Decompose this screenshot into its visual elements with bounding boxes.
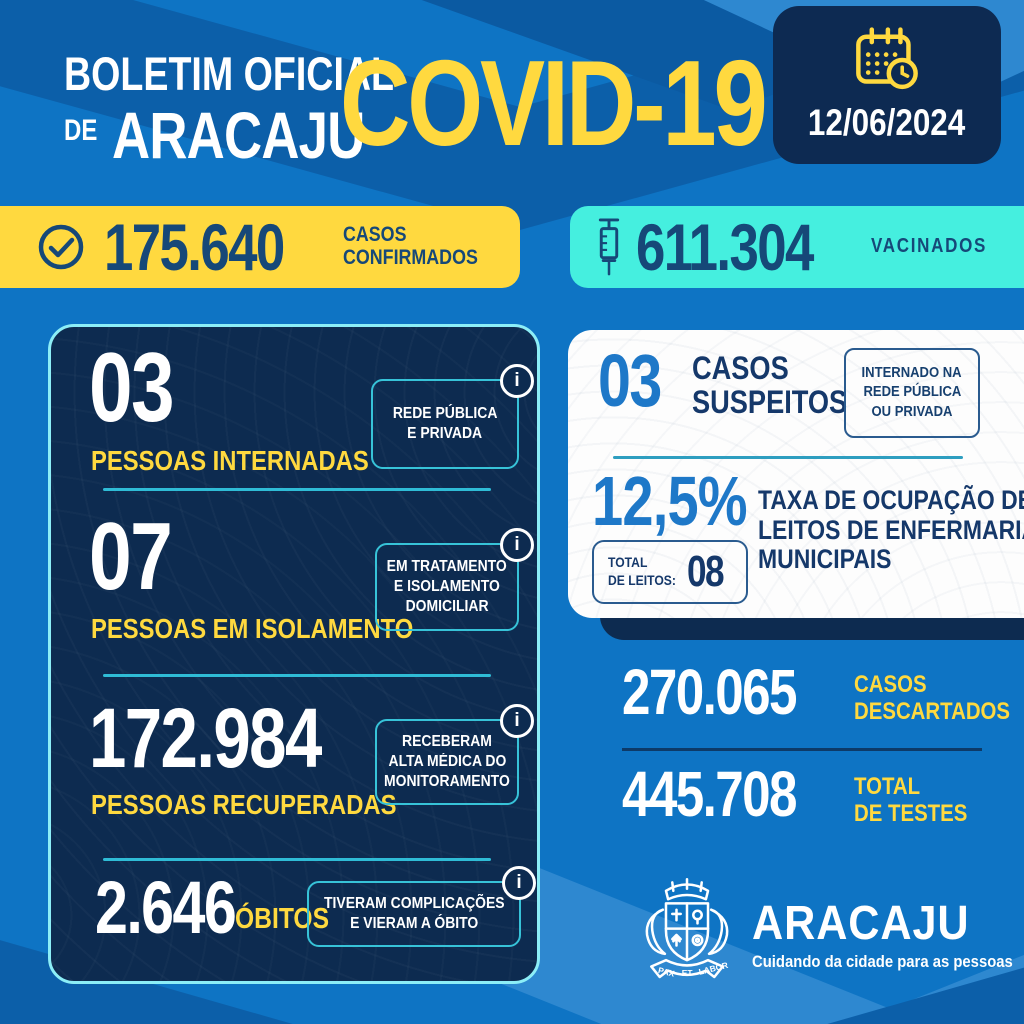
isolamento-note: i EM TRATAMENTO E ISOLAMENTO DOMICILIAR <box>375 528 534 631</box>
internadas-value: 03 <box>89 332 175 442</box>
confirmed-cases-label: CASOS CONFIRMADOS <box>342 223 478 269</box>
isolamento-value: 07 <box>89 503 173 610</box>
tests-label: TOTAL DE TESTES <box>854 773 968 827</box>
bulletin-title-line2: DE ARACAJU <box>64 97 477 173</box>
tests-value: 445.708 <box>622 758 797 830</box>
hospitalization-card: 03 PESSOAS INTERNADAS i REDE PÚBLICA E P… <box>48 324 540 984</box>
discarded-label: CASOS DESCARTADOS <box>854 671 1011 725</box>
header: BOLETIM OFICIAL DE ARACAJU <box>64 46 477 173</box>
confirmed-cases-banner: 175.640 CASOS CONFIRMADOS <box>0 206 520 288</box>
suspeitos-label: CASOS SUSPEITOS <box>692 350 848 420</box>
stats-divider <box>622 748 982 751</box>
crest-motto-pax: PAX <box>657 965 676 979</box>
check-circle-icon <box>38 224 84 270</box>
recuperadas-value: 172.984 <box>89 691 322 785</box>
footer-logo: PAX ET LABOR ARACAJU Cuidando da cidade … <box>634 874 1024 998</box>
card-divider <box>103 674 491 677</box>
internadas-note: i REDE PÚBLICA E PRIVADA <box>371 364 534 469</box>
suspects-card: 03 CASOS SUSPEITOS INTERNADO NA REDE PÚB… <box>568 330 1024 618</box>
footer-brand-block: ARACAJU Cuidando da cidade para as pesso… <box>752 896 1024 972</box>
info-icon: i <box>500 704 534 738</box>
info-icon: i <box>500 528 534 562</box>
white-card-divider <box>613 456 963 459</box>
vaccinated-label: VACINADOS <box>870 235 987 258</box>
card-divider <box>103 858 491 861</box>
recuperadas-note: i RECEBERAM ALTA MÉDICA DO MONITORAMENTO <box>375 704 534 805</box>
footer-tagline: Cuidando da cidade para as pessoas <box>752 953 1013 971</box>
confirmed-cases-value: 175.640 <box>104 209 285 284</box>
covid-title: COVID-19 <box>340 35 768 171</box>
crest-motto-et: ET <box>682 968 694 978</box>
total-beds-box: TOTAL DE LEITOS: 08 <box>592 540 748 604</box>
info-icon: i <box>500 364 534 398</box>
suspeitos-note: INTERNADO NA REDE PÚBLICA OU PRIVADA <box>844 348 980 438</box>
obitos-label: ÓBITOS <box>235 903 330 935</box>
bulletin-date: 12/06/2024 <box>808 102 966 143</box>
isolamento-label: PESSOAS EM ISOLAMENTO <box>91 613 414 644</box>
occupancy-value: 12,5% <box>592 462 748 540</box>
vaccinated-value: 611.304 <box>636 209 814 284</box>
footer-brand: ARACAJU <box>752 897 970 950</box>
date-badge: 12/06/2024 <box>773 6 1001 164</box>
obitos-note: i TIVERAM COMPLICAÇÕES E VIERAM A ÓBITO <box>307 866 536 947</box>
syringe-icon <box>598 218 620 276</box>
obitos-value: 2.646 <box>95 866 237 949</box>
total-beds-value: 08 <box>687 547 725 597</box>
card-divider <box>103 488 491 491</box>
bulletin-title-de: DE <box>64 114 98 147</box>
info-icon: i <box>502 866 536 900</box>
bulletin-title-city: ARACAJU <box>111 98 365 172</box>
occupancy-label: TAXA DE OCUPAÇÃO DE LEITOS DE ENFERMARIA… <box>758 485 1024 575</box>
bulletin-title-line1: BOLETIM OFICIAL <box>64 47 395 100</box>
internadas-label: PESSOAS INTERNADAS <box>91 445 369 476</box>
discarded-value: 270.065 <box>622 656 797 728</box>
recuperadas-label: PESSOAS RECUPERADAS <box>91 789 397 820</box>
aracaju-coat-of-arms: PAX ET LABOR <box>645 877 729 979</box>
total-beds-label: TOTAL DE LEITOS: <box>608 555 676 588</box>
suspeitos-value: 03 <box>598 339 662 422</box>
calendar-clock-icon <box>856 27 918 90</box>
vaccinated-banner: 611.304 VACINADOS <box>570 206 1024 288</box>
